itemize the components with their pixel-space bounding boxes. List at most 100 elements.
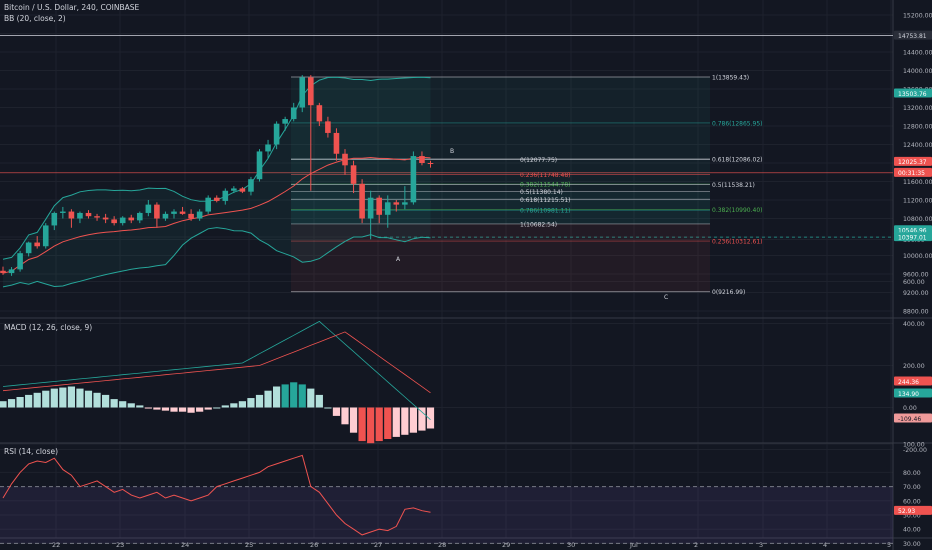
price-tag-label: 244.36 xyxy=(898,379,919,386)
price-tag xyxy=(894,225,932,235)
price-tick: 8800.00 xyxy=(903,309,929,316)
candle-body xyxy=(273,123,280,145)
price-tick: 12800.00 xyxy=(903,124,932,131)
fib-level-label: 0.786(12865.95) xyxy=(712,120,763,127)
macd-tick: 600.00 xyxy=(903,279,925,286)
price-tag-label: 10397.01 xyxy=(898,234,927,241)
bb-fill xyxy=(3,77,431,287)
time-tick: 2 xyxy=(694,541,698,549)
fib-level-label: 0(12077.75) xyxy=(520,157,557,164)
macd-histogram-bar xyxy=(33,392,41,408)
price-tick: 11200.00 xyxy=(903,198,932,205)
fib-level-label: 0.236(10312.61) xyxy=(712,239,763,246)
macd-histogram-bar xyxy=(0,401,7,408)
candle-body xyxy=(265,144,271,152)
macd-histogram-bar xyxy=(136,405,144,408)
candle-body xyxy=(60,211,66,213)
price-tag xyxy=(894,388,932,398)
candle-body xyxy=(282,119,288,124)
price-tag xyxy=(894,88,932,98)
fib-level-label: 0.5(11380.14) xyxy=(520,189,563,196)
candle-body xyxy=(137,212,143,221)
macd-histogram-bar xyxy=(290,382,298,408)
point-label-a: A xyxy=(396,256,401,263)
candle-body xyxy=(402,202,408,205)
candle-body xyxy=(376,197,382,215)
macd-histogram-bar xyxy=(273,386,281,408)
fib-level-label: 0.618(12086.02) xyxy=(712,157,763,164)
macd-histogram-bar xyxy=(93,392,101,408)
macd-histogram-bar xyxy=(7,399,16,408)
macd-pane[interactable] xyxy=(0,320,435,444)
rsi-line xyxy=(2,454,431,536)
time-axis[interactable]: 22 23 24 25 26 27 28 29 30 Jul 2 3 4 5 xyxy=(52,541,891,549)
time-tick: 4 xyxy=(823,541,827,549)
macd-histogram-bar xyxy=(384,407,392,439)
rsi-tick: 50.00 xyxy=(903,513,921,520)
macd-histogram-bar xyxy=(315,394,323,408)
price-tag-label: 14753.81 xyxy=(898,33,927,40)
macd-histogram-bar xyxy=(102,394,110,408)
candle-body xyxy=(102,217,109,220)
macd-histogram-bar xyxy=(153,407,161,410)
macd-histogram-bar xyxy=(247,398,255,408)
price-tag xyxy=(894,376,932,386)
macd-histogram-bar xyxy=(332,407,341,416)
price-tag-label: -109.46 xyxy=(898,416,921,423)
macd-histogram-bar xyxy=(178,407,187,412)
price-tags: 14753.81 13503.76 12025.37 00:31:35 10546.96… xyxy=(894,30,932,515)
symbol-title: Bitcoin / U.S. Dollar, 240, COINBASE xyxy=(4,3,139,12)
macd-histogram-bar xyxy=(281,384,289,408)
macd-histogram-bar xyxy=(213,407,221,409)
rsi-pane[interactable] xyxy=(0,454,893,544)
point-label-b: B xyxy=(450,148,454,155)
price-tick: 10000.00 xyxy=(903,253,932,260)
candle-body xyxy=(145,204,152,213)
bb-legend: BB (20, close, 2) xyxy=(4,14,66,23)
fibonacci-retracement[interactable]: 1(13859.43) 0.786(12865.95) 0(12077.75) 0.2… xyxy=(291,75,763,301)
macd-histogram-bar xyxy=(307,388,315,408)
fib-level-label: 1(13859.43) xyxy=(712,75,749,82)
candle-body xyxy=(427,163,434,164)
candle-body xyxy=(25,242,32,254)
macd-histogram-bar xyxy=(59,387,67,408)
macd-legend: MACD (12, 26, close, 9) xyxy=(4,323,92,332)
macd-line xyxy=(2,320,431,420)
price-tag xyxy=(894,413,932,423)
candle-body xyxy=(299,77,306,108)
candle-body xyxy=(359,183,365,219)
fib-level-label: 0.236(11748.48) xyxy=(520,172,571,179)
fib-level-label: 0(9216.99) xyxy=(712,289,745,296)
macd-histogram-bar xyxy=(341,407,349,425)
time-tick: 25 xyxy=(245,541,253,549)
time-tick: 26 xyxy=(310,541,318,549)
candle-body xyxy=(342,153,348,166)
candle-body xyxy=(248,179,254,192)
bollinger-bands xyxy=(2,76,431,288)
candle-body xyxy=(51,212,58,226)
candle-body xyxy=(308,77,314,106)
macd-histogram-bar xyxy=(255,394,264,408)
macd-histogram-bar xyxy=(409,407,417,433)
candle-body xyxy=(179,211,186,214)
price-tick: 9200.00 xyxy=(903,290,929,297)
time-tick: 27 xyxy=(374,541,382,549)
macd-histogram-bar xyxy=(358,407,366,442)
candle-body xyxy=(316,105,323,122)
time-tick: 23 xyxy=(116,541,124,549)
fib-level-label: 1(10682.54) xyxy=(520,221,557,228)
candle-body xyxy=(171,211,177,214)
macd-histogram-bar xyxy=(401,407,409,435)
price-tag-label: 134.90 xyxy=(898,391,919,398)
price-tick: 15200.00 xyxy=(903,13,932,20)
candle-body xyxy=(410,156,417,203)
price-tag xyxy=(894,167,932,177)
macd-histogram-bar xyxy=(67,386,75,408)
candle-body xyxy=(128,217,135,221)
macd-histogram-bar xyxy=(170,407,178,412)
price-tick: 10800.00 xyxy=(903,216,932,223)
macd-histogram-bar xyxy=(16,397,24,408)
candle-body xyxy=(290,107,297,120)
